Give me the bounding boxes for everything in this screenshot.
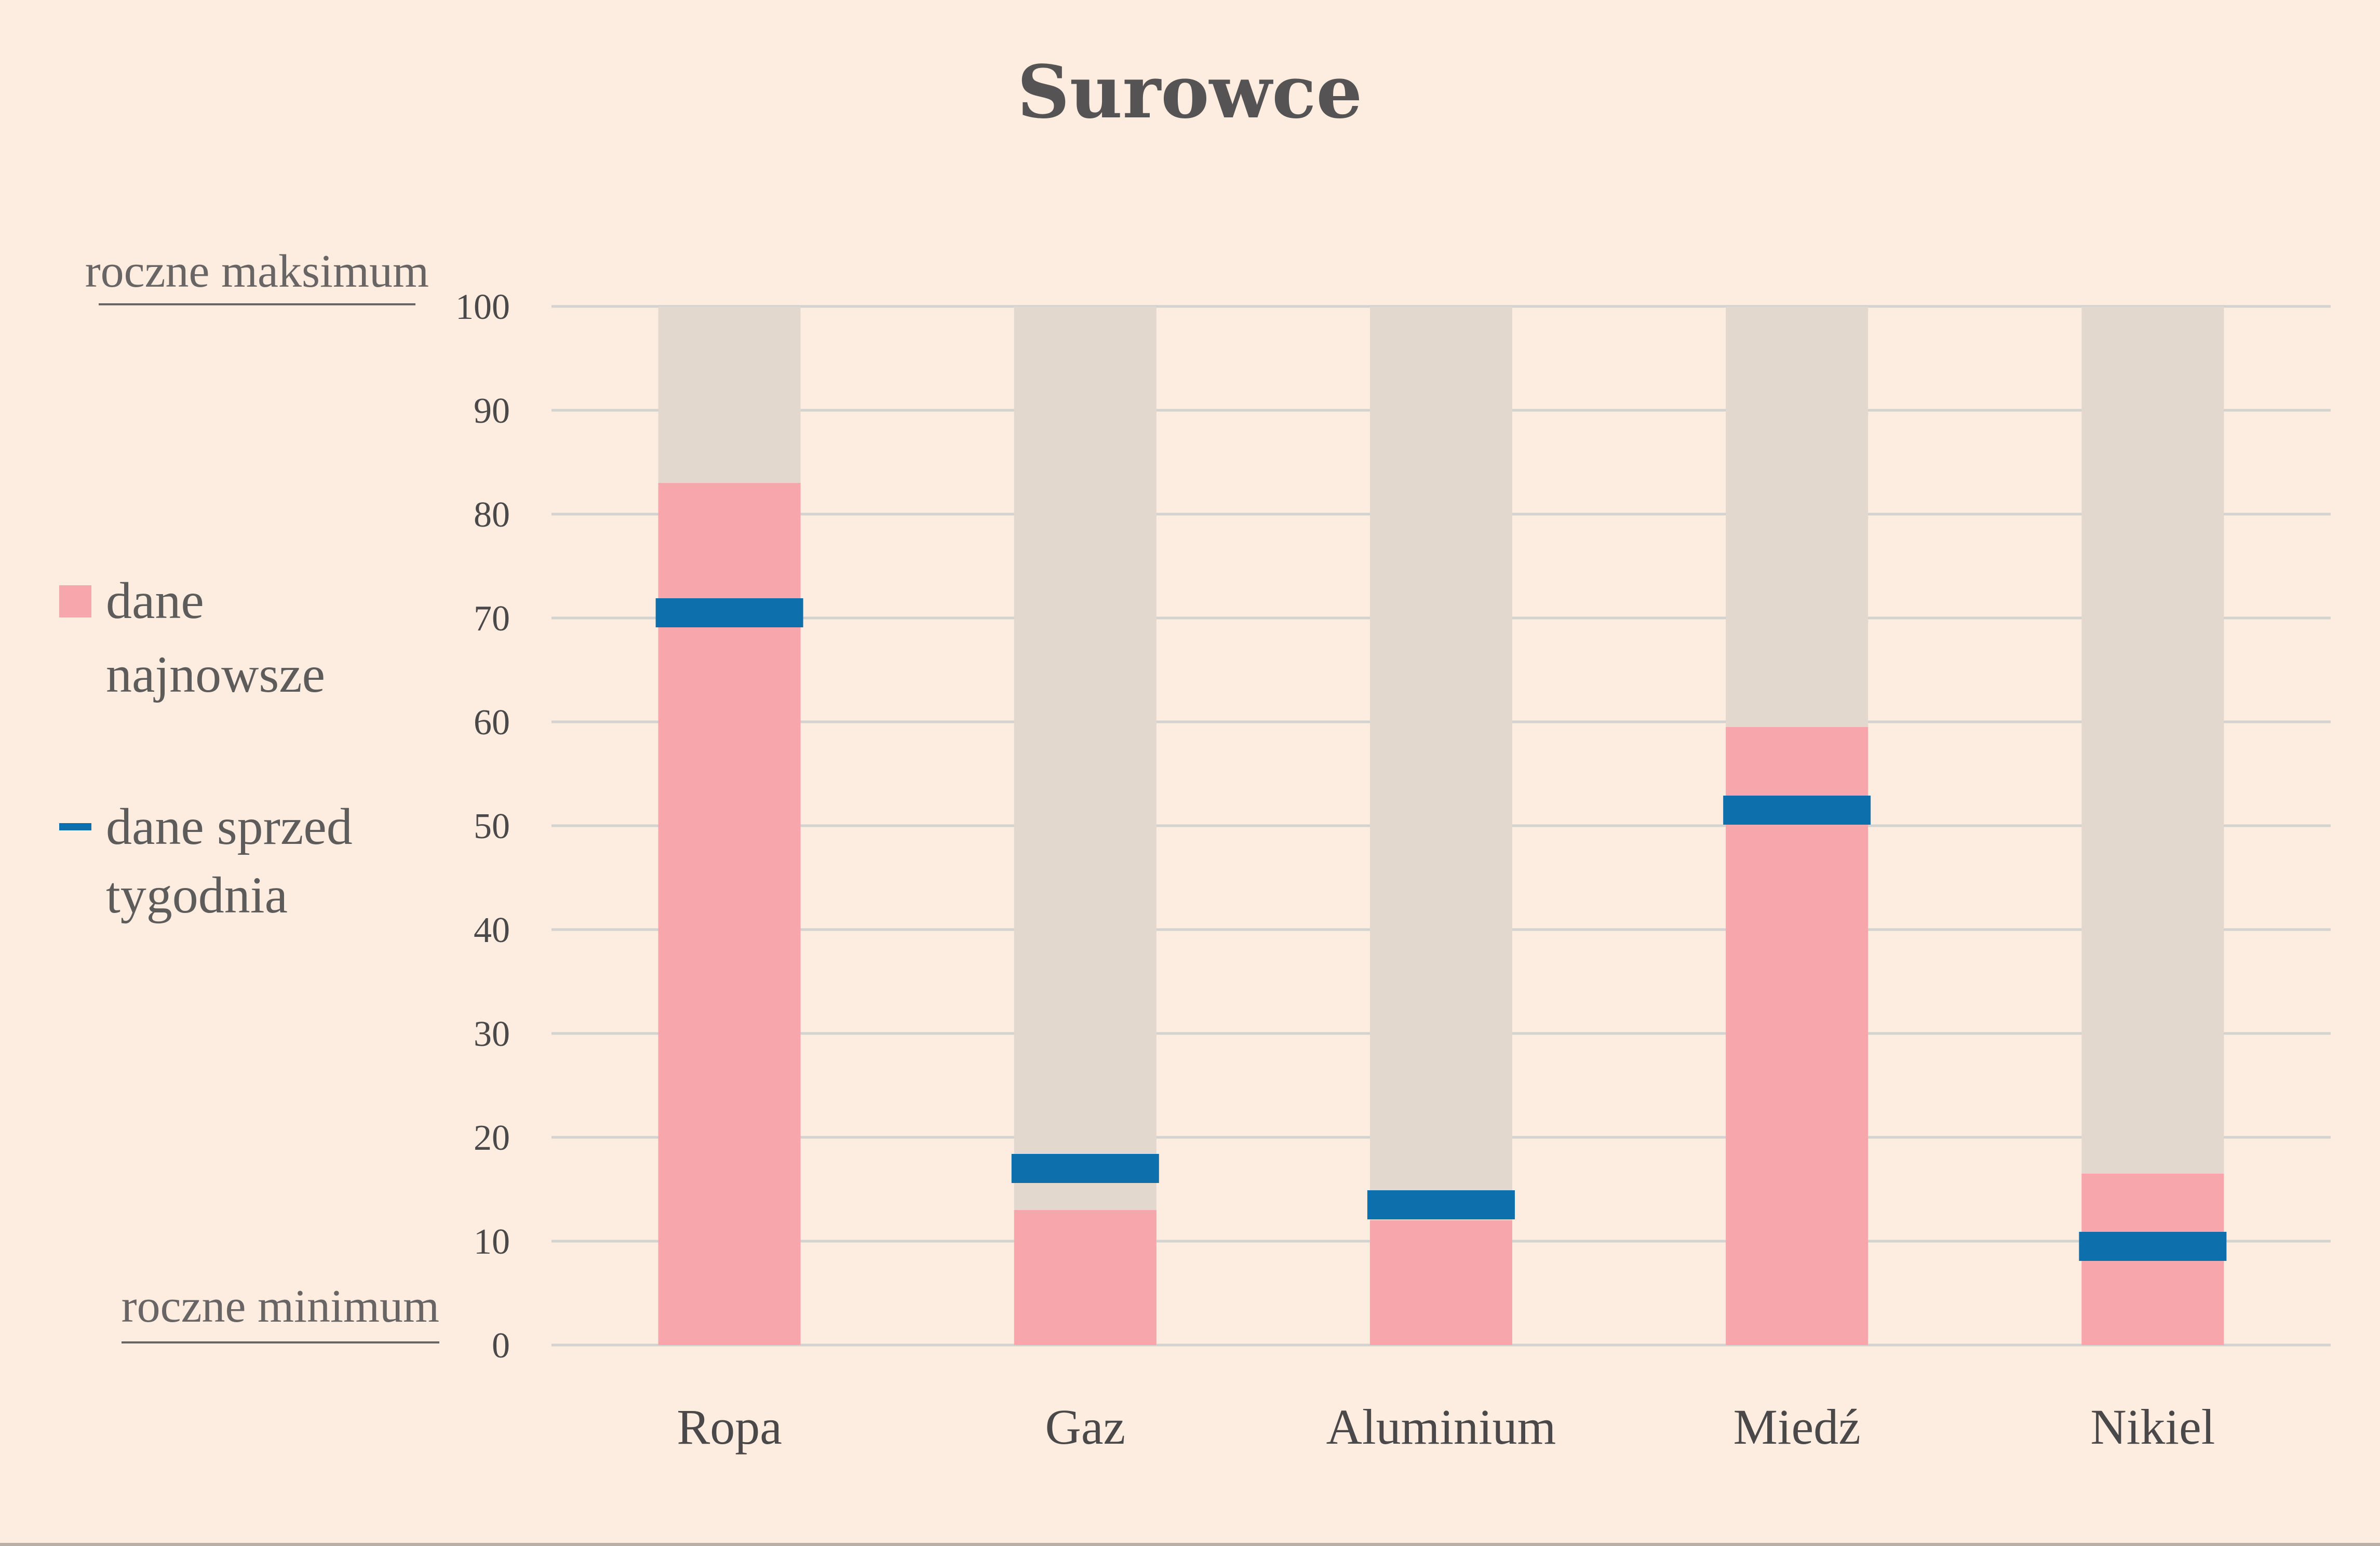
x-category-label: Nikiel xyxy=(2090,1399,2215,1455)
marker-week-ago xyxy=(1011,1154,1159,1183)
x-category-label: Aluminium xyxy=(1326,1399,1556,1455)
marker-week-ago xyxy=(655,598,803,627)
y-tick-label: 10 xyxy=(474,1222,510,1262)
marker-week-ago xyxy=(1367,1190,1515,1219)
legend-latest-label-line1: dane xyxy=(106,572,204,629)
marker-week-ago xyxy=(2079,1232,2227,1261)
y-tick-label: 0 xyxy=(492,1326,510,1366)
x-category-label: Ropa xyxy=(677,1399,782,1455)
x-category-label: Miedź xyxy=(1733,1399,1861,1455)
legend-week-ago-label-line1: dane sprzed xyxy=(106,798,353,855)
annual-min-label: roczne minimum xyxy=(122,1281,439,1332)
y-tick-label: 40 xyxy=(474,910,510,950)
legend-week-ago-swatch xyxy=(59,823,91,830)
y-tick-label: 70 xyxy=(474,599,510,639)
legend-latest-swatch xyxy=(59,585,91,617)
range-column xyxy=(2081,306,2224,1345)
legend-latest-label-line2: najnowsze xyxy=(106,646,325,703)
x-category-label: Gaz xyxy=(1045,1399,1126,1455)
y-tick-label: 90 xyxy=(474,391,510,431)
legend-week-ago-label-line2: tygodnia xyxy=(106,866,288,924)
y-tick-label: 50 xyxy=(474,806,510,846)
y-tick-label: 100 xyxy=(455,287,510,327)
chart-title: Surowce xyxy=(1017,50,1363,135)
range-column xyxy=(1014,306,1157,1345)
marker-week-ago xyxy=(1723,796,1871,825)
bar-latest xyxy=(1014,1210,1157,1345)
y-tick-label: 60 xyxy=(474,703,510,743)
y-tick-label: 20 xyxy=(474,1118,510,1158)
bar-latest xyxy=(1726,727,1868,1345)
range-column xyxy=(1370,306,1512,1345)
bottom-divider xyxy=(0,1543,2380,1546)
legend: dane najnowsze dane sprzed tygodnia xyxy=(59,572,353,924)
bar-latest xyxy=(1370,1220,1512,1345)
category-labels: Ropa Gaz Aluminium Miedź Nikiel xyxy=(677,1399,2215,1455)
week-ago-markers xyxy=(655,598,2227,1261)
y-tick-label: 30 xyxy=(474,1014,510,1054)
y-axis-ticks: 0 10 20 30 40 50 60 70 80 90 100 xyxy=(455,287,510,1366)
annual-max-label: roczne maksimum xyxy=(85,246,429,297)
y-tick-label: 80 xyxy=(474,495,510,535)
